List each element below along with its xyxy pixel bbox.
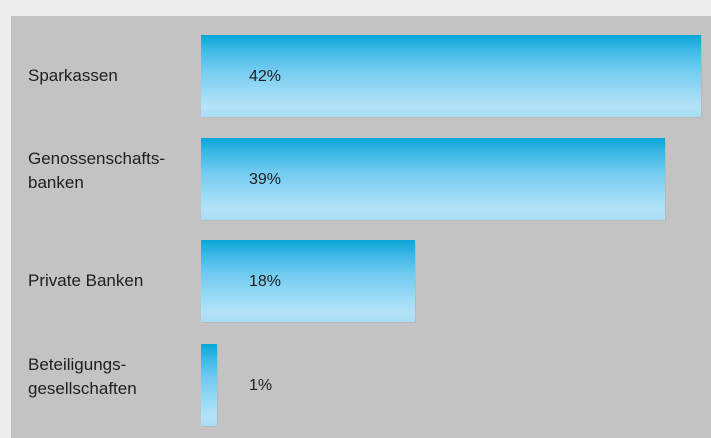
category-label: Genossenschafts- banken (28, 149, 166, 192)
chart-panel: Sparkassen 42% Genossenschafts- banken 39% P… (11, 16, 711, 438)
bar (201, 138, 665, 220)
value-label: 39% (249, 171, 282, 188)
value-label: 1% (249, 377, 273, 394)
value-label: 42% (249, 68, 282, 85)
bar (201, 35, 701, 117)
category-label: Private Banken (28, 271, 144, 290)
bar (201, 240, 415, 322)
bar (201, 344, 217, 426)
category-label: Beteiligungs- gesellschaften (28, 355, 137, 398)
value-label: 18% (249, 273, 282, 290)
category-label: Sparkassen (28, 66, 118, 85)
